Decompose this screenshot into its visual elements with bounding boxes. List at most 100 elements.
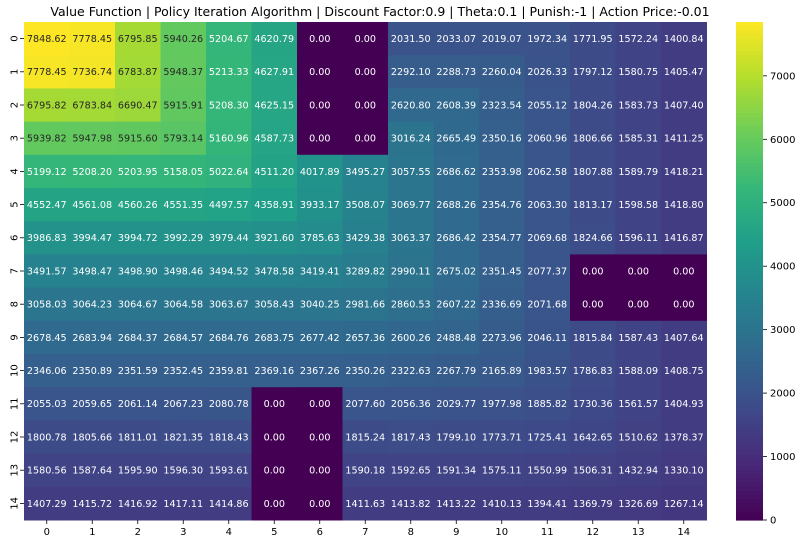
heatmap-cell [433, 287, 480, 322]
cell-value-label: 1415.72 [72, 499, 112, 510]
colorbar-segment [736, 142, 763, 148]
cell-value-label: 2600.26 [391, 333, 431, 344]
colorbar-segment [736, 503, 763, 509]
cell-value-label: 2322.63 [391, 366, 431, 377]
heatmap-cell [615, 88, 662, 123]
cell-value-label: 2077.37 [527, 266, 567, 277]
heatmap-cell [388, 420, 434, 455]
colorbar-segment [736, 196, 763, 202]
heatmap-cell [69, 320, 116, 355]
cell-value-label: 7848.62 [27, 34, 67, 45]
cell-value-label: 5199.12 [27, 167, 67, 178]
cell-value-label: 2981.66 [345, 300, 385, 311]
colorbar-segment [736, 154, 763, 160]
colorbar-segment [736, 399, 763, 405]
heatmap-cell [69, 55, 116, 89]
cell-value-label: 0.00 [264, 499, 285, 510]
heatmap-cell [115, 486, 161, 521]
heatmap-cell [24, 88, 70, 123]
colorbar-segment [736, 84, 763, 89]
heatmap-cell [388, 453, 434, 488]
heatmap-cell [524, 420, 571, 455]
heatmap-cell [342, 221, 389, 255]
x-tick-label: 12 [586, 527, 599, 536]
heatmap-cell [342, 453, 389, 488]
colorbar-segment [736, 329, 763, 334]
cell-value-label: 1416.87 [664, 233, 704, 244]
cell-value-label: 1642.65 [573, 432, 613, 443]
heatmap-cell [69, 420, 116, 455]
heatmap-cell [524, 221, 571, 255]
heatmap-cell [479, 453, 525, 488]
cell-value-label: 4017.89 [300, 167, 340, 178]
cell-value-label: 3491.57 [27, 266, 67, 277]
colorbar-segment [736, 461, 763, 467]
heatmap-cell [160, 320, 207, 355]
colorbar-segment [736, 337, 763, 343]
cell-value-label: 3994.72 [118, 233, 158, 244]
heatmap-cell [388, 320, 434, 355]
cell-value-label: 1587.64 [72, 466, 112, 477]
heatmap-cell [388, 354, 434, 388]
cell-value-label: 1550.99 [527, 466, 567, 477]
cell-value-label: 1369.79 [573, 499, 613, 510]
heatmap-cell [206, 55, 252, 89]
colorbar-segment [736, 26, 763, 31]
y-tick-label: 11 [10, 397, 21, 410]
cell-value-label: 2354.77 [482, 233, 522, 244]
x-tick-label: 13 [632, 527, 645, 536]
colorbar-segment [736, 117, 763, 123]
heatmap-cell [251, 221, 298, 255]
heatmap-cell [661, 254, 707, 289]
colorbar-segment [736, 75, 763, 81]
heatmap-cell [69, 387, 116, 421]
colorbar-segment [736, 511, 763, 517]
heatmap-cell [479, 387, 525, 421]
cell-value-label: 3992.29 [163, 233, 203, 244]
cell-value-label: 3063.67 [209, 300, 249, 311]
heatmap-cell [206, 22, 252, 56]
heatmap-cell [115, 254, 161, 289]
heatmap-cell [206, 287, 252, 322]
heatmap-cell [297, 453, 343, 488]
heatmap-cell [570, 55, 616, 89]
heatmap-cell [115, 354, 161, 388]
heatmap-cell [251, 387, 298, 421]
heatmap-cell [570, 453, 616, 488]
cell-value-label: 4587.73 [254, 134, 294, 145]
colorbar-segment [736, 175, 763, 181]
heatmap-cell [342, 154, 389, 189]
cell-value-label: 2367.26 [300, 366, 340, 377]
cell-value-label: 2273.96 [482, 333, 522, 344]
colorbar: 0 1000 2000 3000 4000 5000 6000 7000 [736, 22, 795, 527]
heatmap-cell [297, 320, 343, 355]
colorbar-segment [736, 474, 763, 480]
colorbar-segment [736, 188, 763, 193]
cell-value-label: 2686.62 [436, 167, 476, 178]
heatmap-cell [160, 420, 207, 455]
heatmap-cell [524, 320, 571, 355]
heatmap-cell [615, 254, 662, 289]
cell-value-label: 1585.31 [618, 134, 658, 145]
heatmap-cells: 7848.62 7778.45 6795.85 5940.26 5204.67 4620.… [24, 22, 707, 521]
cell-value-label: 3495.27 [345, 167, 385, 178]
cell-value-label: 2860.53 [391, 300, 431, 311]
cell-value-label: 1592.65 [391, 466, 431, 477]
cell-value-label: 3419.41 [300, 266, 340, 277]
colorbar-segment [736, 300, 763, 305]
heatmap-cell [206, 88, 252, 123]
cell-value-label: 3933.17 [300, 200, 340, 211]
x-tick-label: 8 [408, 527, 414, 536]
cell-value-label: 1815.24 [345, 432, 385, 443]
cell-value-label: 2165.89 [482, 366, 522, 377]
cell-value-label: 1590.18 [345, 466, 385, 477]
cell-value-label: 1400.84 [664, 34, 704, 45]
x-tick-label: 14 [677, 527, 690, 536]
colorbar-segment [736, 383, 763, 388]
colorbar-segment [736, 266, 763, 272]
colorbar-segment [736, 308, 763, 314]
cell-value-label: 0.00 [582, 266, 603, 277]
cell-value-label: 2069.68 [527, 233, 567, 244]
colorbar-segment [736, 333, 763, 338]
cell-value-label: 1394.41 [527, 499, 567, 510]
